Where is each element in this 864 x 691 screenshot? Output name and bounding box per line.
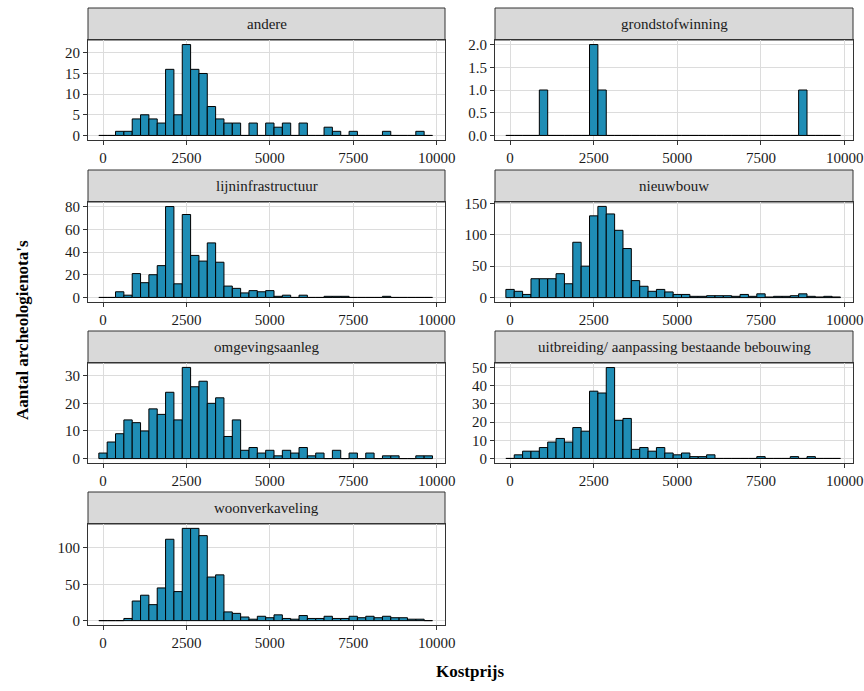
- svg-text:2500: 2500: [171, 473, 201, 489]
- svg-text:andere: andere: [247, 16, 287, 32]
- svg-text:15: 15: [65, 66, 80, 82]
- svg-text:50: 50: [472, 360, 487, 376]
- svg-text:7500: 7500: [338, 312, 368, 328]
- svg-text:0: 0: [506, 473, 514, 489]
- svg-text:woonverkaveling: woonverkaveling: [214, 500, 319, 516]
- svg-text:5000: 5000: [662, 312, 692, 328]
- svg-text:10: 10: [472, 433, 487, 449]
- svg-text:7500: 7500: [338, 150, 368, 166]
- svg-text:0: 0: [99, 150, 107, 166]
- svg-text:7500: 7500: [746, 150, 776, 166]
- svg-text:10000: 10000: [826, 150, 864, 166]
- svg-text:0: 0: [506, 312, 514, 328]
- svg-text:7500: 7500: [746, 473, 776, 489]
- svg-text:uitbreiding/ aanpassing bestaa: uitbreiding/ aanpassing bestaande bebouw…: [538, 339, 811, 355]
- svg-text:7500: 7500: [338, 473, 368, 489]
- svg-text:2500: 2500: [579, 473, 609, 489]
- svg-text:100: 100: [465, 227, 488, 243]
- svg-text:0: 0: [480, 451, 488, 467]
- svg-text:5000: 5000: [255, 150, 285, 166]
- svg-text:60: 60: [65, 222, 80, 238]
- svg-text:2.0: 2.0: [468, 37, 487, 53]
- svg-text:5000: 5000: [662, 150, 692, 166]
- svg-text:0.5: 0.5: [468, 105, 487, 121]
- svg-text:40: 40: [472, 378, 487, 394]
- svg-text:10000: 10000: [826, 473, 864, 489]
- svg-text:0: 0: [99, 312, 107, 328]
- svg-text:20: 20: [65, 45, 80, 61]
- svg-text:7500: 7500: [338, 635, 368, 651]
- svg-text:20: 20: [65, 396, 80, 412]
- svg-text:10: 10: [65, 86, 80, 102]
- svg-text:5: 5: [73, 107, 81, 123]
- svg-text:0: 0: [73, 451, 81, 467]
- svg-text:0: 0: [73, 613, 81, 629]
- svg-text:nieuwbouw: nieuwbouw: [639, 178, 709, 194]
- svg-text:5000: 5000: [662, 473, 692, 489]
- svg-text:30: 30: [472, 396, 487, 412]
- svg-text:10000: 10000: [418, 150, 456, 166]
- svg-text:2500: 2500: [171, 312, 201, 328]
- svg-text:omgevingsaanleg: omgevingsaanleg: [214, 339, 319, 355]
- svg-text:0: 0: [73, 290, 81, 306]
- svg-text:10000: 10000: [418, 473, 456, 489]
- svg-text:7500: 7500: [746, 312, 776, 328]
- svg-text:5000: 5000: [255, 473, 285, 489]
- svg-text:2500: 2500: [579, 150, 609, 166]
- svg-text:1.5: 1.5: [468, 60, 487, 76]
- svg-text:50: 50: [472, 258, 487, 274]
- svg-text:40: 40: [65, 244, 80, 260]
- svg-text:30: 30: [65, 368, 80, 384]
- svg-text:grondstofwinning: grondstofwinning: [621, 16, 728, 32]
- svg-text:80: 80: [65, 199, 80, 215]
- svg-text:2500: 2500: [171, 150, 201, 166]
- svg-text:100: 100: [58, 540, 81, 556]
- svg-text:5000: 5000: [255, 312, 285, 328]
- svg-text:20: 20: [472, 414, 487, 430]
- svg-text:1.0: 1.0: [468, 82, 487, 98]
- svg-text:0: 0: [99, 473, 107, 489]
- svg-text:Aantal archeologienota's: Aantal archeologienota's: [13, 240, 32, 420]
- svg-text:0: 0: [99, 635, 107, 651]
- svg-text:0: 0: [73, 128, 81, 144]
- svg-text:50: 50: [65, 577, 80, 593]
- svg-text:2500: 2500: [579, 312, 609, 328]
- svg-text:0.0: 0.0: [468, 128, 487, 144]
- svg-text:10000: 10000: [826, 312, 864, 328]
- svg-text:150: 150: [465, 196, 488, 212]
- svg-text:lijninfrastructuur: lijninfrastructuur: [216, 178, 318, 194]
- svg-text:10000: 10000: [418, 312, 456, 328]
- svg-text:0: 0: [480, 290, 488, 306]
- svg-text:10000: 10000: [418, 635, 456, 651]
- svg-text:2500: 2500: [171, 635, 201, 651]
- svg-text:0: 0: [506, 150, 514, 166]
- svg-text:5000: 5000: [255, 635, 285, 651]
- svg-text:10: 10: [65, 423, 80, 439]
- svg-text:Kostprijs: Kostprijs: [436, 662, 504, 681]
- svg-text:20: 20: [65, 267, 80, 283]
